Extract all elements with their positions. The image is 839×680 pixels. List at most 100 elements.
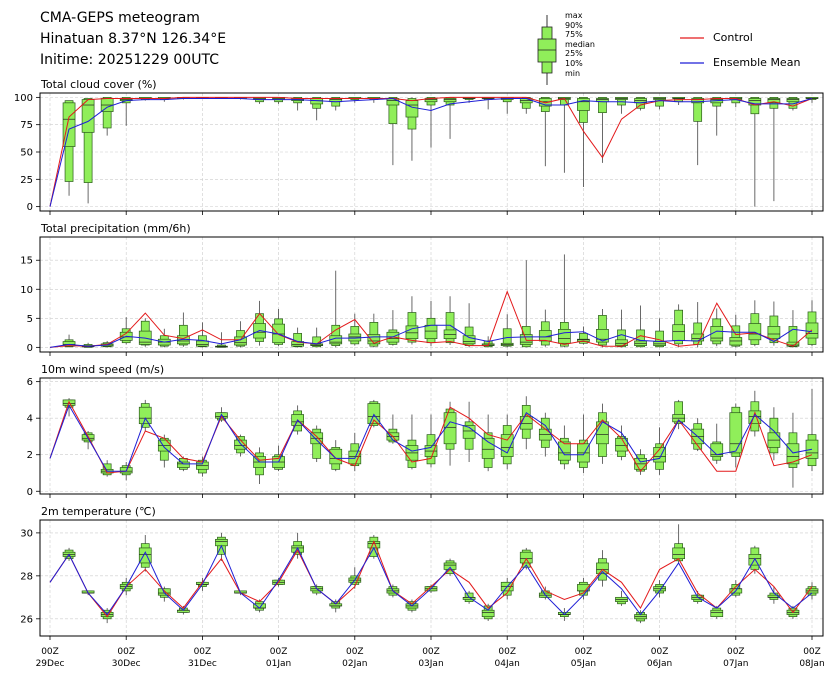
box-11 [253, 447, 266, 484]
box-6 [157, 434, 171, 468]
box-p25-p75 [443, 98, 457, 103]
control-line [49, 400, 813, 474]
box-8 [196, 456, 209, 477]
box-29 [596, 97, 609, 163]
chart-title-model: CMA-GEPS meteogram [40, 10, 200, 26]
box-p25-p75 [596, 562, 609, 575]
y-tick-label: 10 [20, 285, 33, 296]
legend-graphics [537, 15, 704, 85]
x-tick-label-time: 00Z [803, 647, 821, 657]
box-15 [329, 97, 343, 111]
panel-2: Total precipitation (mm/6h) 0 5 10 15 [20, 222, 824, 356]
box-p25-p75 [672, 324, 686, 341]
box-p10-p90 [83, 98, 93, 183]
box-legend-p25: 25% [565, 49, 583, 59]
x-tick-label-date: 05Jan [571, 659, 596, 669]
legend-label-ensemble-mean: Ensemble Mean [713, 56, 801, 69]
box-p25-p75 [710, 609, 724, 618]
box-17 [367, 313, 381, 348]
legend-box-inner [537, 38, 557, 63]
y-tick-label: 50 [20, 148, 33, 159]
box-9 [215, 332, 228, 348]
box-39 [786, 310, 800, 348]
box-p25-p75 [748, 323, 762, 341]
box-p25-p75 [519, 551, 533, 564]
box-20 [424, 300, 438, 347]
box-p10-p90 [617, 329, 626, 348]
box-35 [710, 308, 724, 347]
box-p10-p90 [731, 325, 741, 347]
box-p25-p75 [62, 102, 76, 147]
control-line [49, 290, 813, 348]
x-tick-label-date: 07Jan [723, 659, 748, 669]
panel-title: 2m temperature (℃) [41, 505, 156, 518]
ensemble-mean-line [49, 404, 813, 472]
box-p25-p75 [767, 98, 781, 104]
ensemble-mean-line [49, 97, 813, 207]
x-axis-labels: 00Z 29Dec 00Z 30Dec 00Z 31Dec 00Z 01Jan 00Z 02Jan… [36, 647, 825, 669]
box-38 [767, 97, 781, 202]
box-22 [462, 401, 476, 463]
control-line [49, 540, 813, 618]
box-1 [62, 100, 76, 196]
x-tick-label-date: 30Dec [112, 659, 141, 669]
y-tick-label: 15 [20, 256, 33, 267]
panel-frame [39, 519, 824, 637]
panel-title: Total cloud cover (%) [40, 78, 157, 91]
box-40 [805, 300, 819, 347]
box-7 [177, 312, 190, 347]
box-25 [519, 260, 533, 348]
box-p10-p90 [750, 97, 760, 115]
box-27 [557, 425, 571, 470]
x-tick-label-date: 04Jan [495, 659, 520, 669]
box-p25-p75 [557, 441, 571, 461]
box-legend-median: median [565, 39, 595, 49]
box-p25-p75 [367, 334, 381, 345]
x-tick-label-time: 00Z [41, 647, 59, 657]
box-33 [672, 399, 686, 430]
box-29 [596, 309, 609, 348]
box-30 [615, 97, 628, 114]
x-tick-label-date: 06Jan [647, 659, 672, 669]
y-tick-label: 2 [27, 450, 33, 461]
box-legend-labels: max 90% 75% median 25% 10% min [565, 11, 595, 78]
box-27 [557, 97, 571, 173]
box-38 [767, 407, 781, 461]
box-37 [748, 300, 762, 347]
box-6 [157, 328, 171, 348]
box-23 [481, 603, 495, 621]
x-tick-label-time: 00Z [270, 647, 288, 657]
box-legend-p90: 90% [565, 20, 583, 30]
box-p10-p90 [579, 333, 588, 344]
y-tick-label: 75 [20, 120, 33, 131]
box-p10-p90 [312, 336, 322, 348]
box-40 [805, 388, 819, 472]
box-29 [596, 403, 609, 464]
box-19 [405, 296, 419, 345]
chart-title-location: Hinatuan 8.37°N 126.34°E [40, 31, 227, 47]
box-p10-p90 [102, 97, 112, 129]
box-20 [424, 97, 438, 148]
panel-frame [39, 236, 824, 353]
y-tick-label: 100 [14, 93, 33, 104]
box-p25-p75 [786, 98, 800, 103]
box-15 [329, 440, 343, 472]
x-tick-label-time: 00Z [194, 647, 212, 657]
box-p25-p75 [615, 339, 628, 346]
box-15 [329, 270, 343, 348]
box-24 [500, 414, 514, 470]
box-35 [710, 97, 724, 136]
box-21 [443, 296, 457, 346]
box-12 [272, 97, 285, 104]
box-p25-p75 [329, 448, 343, 465]
box-39 [786, 412, 800, 488]
box-32 [653, 580, 666, 598]
box-31 [634, 610, 647, 624]
x-tick-label-time: 00Z [498, 647, 516, 657]
panel-title: 10m wind speed (m/s) [41, 363, 164, 376]
box-p25-p75 [443, 412, 457, 445]
x-tick-label-date: 03Jan [418, 659, 443, 669]
box-36 [729, 314, 743, 348]
box-p25-p75 [81, 99, 95, 133]
